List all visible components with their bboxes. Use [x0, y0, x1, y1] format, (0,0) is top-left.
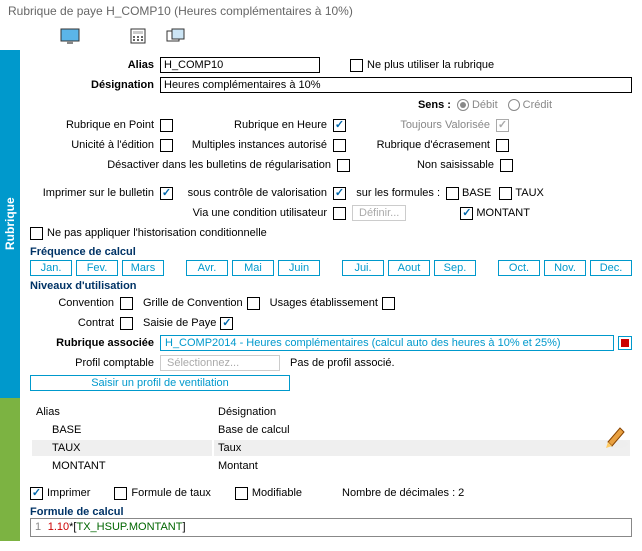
designation-label: Désignation [30, 79, 160, 91]
month-jan[interactable]: Jan. [30, 260, 72, 276]
month-fev[interactable]: Fev. [76, 260, 118, 276]
no-histor-checkbox[interactable] [30, 227, 43, 240]
usages-label: Usages établissement [270, 297, 378, 309]
designation-input[interactable] [160, 77, 632, 93]
saisir-profil-button[interactable]: Saisir un profil de ventilation [30, 375, 290, 391]
sens-label: Sens : [418, 99, 457, 111]
unicite-checkbox[interactable] [160, 139, 173, 152]
rub-heure-label: Rubrique en Heure [173, 119, 333, 131]
imprimer2-label: Imprimer [47, 487, 90, 499]
via-condition-checkbox[interactable] [333, 207, 346, 220]
formule-calcul-title: Formule de calcul [30, 506, 632, 518]
unicite-label: Unicité à l'édition [30, 139, 160, 151]
via-condition-label: Via une condition utilisateur [173, 207, 333, 219]
no-histor-label: Ne pas appliquer l'historisation conditi… [47, 227, 267, 239]
multi-inst-label: Multiples instances autorisé [173, 139, 333, 151]
rub-point-checkbox[interactable] [160, 119, 173, 132]
sous-controle-label: sous contrôle de valorisation [173, 187, 333, 199]
modifiable-checkbox[interactable] [235, 487, 248, 500]
month-dec[interactable]: Dec. [590, 260, 632, 276]
montant-checkbox[interactable] [460, 207, 473, 220]
rub-assoc-clear-icon[interactable] [618, 336, 632, 350]
nb-decimales-label: Nombre de décimales : 2 [342, 487, 464, 499]
saisie-paye-checkbox[interactable] [220, 317, 233, 330]
modifiable-label: Modifiable [252, 487, 302, 499]
month-juin[interactable]: Juin [278, 260, 320, 276]
formule-taux-checkbox[interactable] [114, 487, 127, 500]
credit-radio[interactable] [508, 99, 520, 111]
definir-button[interactable]: Définir... [352, 205, 406, 221]
sous-controle-checkbox[interactable] [333, 187, 346, 200]
side-tab-green[interactable] [0, 398, 20, 541]
side-tab-rubrique[interactable]: Rubrique [0, 50, 20, 398]
month-avr[interactable]: Avr. [186, 260, 228, 276]
credit-label: Crédit [523, 99, 552, 111]
alias-input[interactable] [160, 57, 320, 73]
montant-label: MONTANT [476, 207, 530, 219]
desactiver-checkbox[interactable] [337, 159, 350, 172]
calculator-icon[interactable] [130, 28, 150, 44]
saisie-paye-label: Saisie de Paye [143, 317, 216, 329]
months-row: Jan. Fev. Mars Avr. Mai Juin Jui. Aout S… [30, 260, 632, 276]
formule-taux-label: Formule de taux [131, 487, 210, 499]
table-row: TAUXTaux [32, 440, 630, 456]
rub-assoc-value[interactable]: H_COMP2014 - Heures complémentaires (cal… [160, 335, 614, 351]
sur-formules-label: sur les formules : [346, 187, 446, 199]
window-title: Rubrique de paye H_COMP10 (Heures complé… [0, 0, 642, 22]
table-row: BASEBase de calcul [32, 422, 630, 438]
month-nov[interactable]: Nov. [544, 260, 586, 276]
formula-editor[interactable]: 1 1.10*[TX_HSUP.MONTANT] [30, 518, 632, 537]
grille-conv-label: Grille de Convention [143, 297, 243, 309]
th-alias: Alias [32, 404, 212, 420]
pas-profil-label: Pas de profil associé. [290, 357, 395, 369]
multi-inst-checkbox[interactable] [333, 139, 346, 152]
toujours-val-label: Toujours Valorisée [346, 119, 496, 131]
month-mai[interactable]: Mai [232, 260, 274, 276]
imprimer-bulletin-label: Imprimer sur le bulletin [30, 187, 160, 199]
edit-icon[interactable] [602, 422, 630, 450]
toolbar [0, 22, 642, 50]
usages-checkbox[interactable] [382, 297, 395, 310]
freq-calcul-title: Fréquence de calcul [30, 246, 632, 258]
rub-ecrase-label: Rubrique d'écrasement [346, 139, 496, 151]
taux-checkbox[interactable] [499, 187, 512, 200]
base-label: BASE [462, 187, 491, 199]
non-saisis-checkbox[interactable] [500, 159, 513, 172]
imprimer2-checkbox[interactable] [30, 487, 43, 500]
contrat-checkbox[interactable] [120, 317, 133, 330]
month-aout[interactable]: Aout [388, 260, 430, 276]
debit-radio[interactable] [457, 99, 469, 111]
imprimer-bulletin-checkbox[interactable] [160, 187, 173, 200]
table-row: MONTANTMontant [32, 458, 630, 474]
formula-table: AliasDésignation BASEBase de calcul TAUX… [30, 402, 632, 476]
windows-icon[interactable] [166, 28, 186, 44]
niveaux-title: Niveaux d'utilisation [30, 280, 632, 292]
th-desig: Désignation [214, 404, 630, 420]
taux-label: TAUX [515, 187, 544, 199]
alias-label: Alias [30, 59, 160, 71]
month-mars[interactable]: Mars [122, 260, 164, 276]
month-jui[interactable]: Jui. [342, 260, 384, 276]
rub-heure-checkbox[interactable] [333, 119, 346, 132]
base-checkbox[interactable] [446, 187, 459, 200]
convention-label: Convention [30, 297, 120, 309]
toujours-val-checkbox [496, 119, 509, 132]
ne-plus-label: Ne plus utiliser la rubrique [367, 59, 494, 71]
month-oct[interactable]: Oct. [498, 260, 540, 276]
debit-label: Débit [472, 99, 498, 111]
profil-compt-label: Profil comptable [30, 357, 160, 369]
rub-point-label: Rubrique en Point [30, 119, 160, 131]
convention-checkbox[interactable] [120, 297, 133, 310]
monitor-icon[interactable] [60, 28, 80, 44]
rub-assoc-label: Rubrique associée [30, 337, 160, 349]
rub-ecrase-checkbox[interactable] [496, 139, 509, 152]
non-saisis-label: Non saisissable [350, 159, 500, 171]
ne-plus-checkbox[interactable] [350, 59, 363, 72]
contrat-label: Contrat [30, 317, 120, 329]
desactiver-label: Désactiver dans les bulletins de régular… [30, 159, 337, 171]
month-sep[interactable]: Sep. [434, 260, 476, 276]
profil-select[interactable]: Sélectionnez... [160, 355, 280, 371]
grille-conv-checkbox[interactable] [247, 297, 260, 310]
